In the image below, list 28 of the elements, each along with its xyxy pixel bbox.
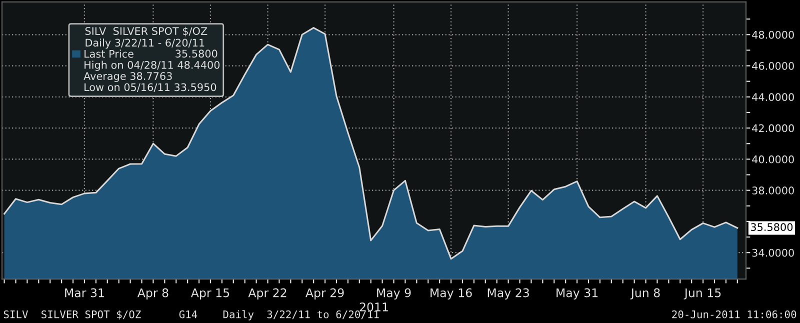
y-tick-label: 42.0000 [752,124,794,132]
text: 20-Jun-2011 11:06:00 [672,310,796,318]
x-tick-label: Mar 31 [65,288,104,298]
text: 35.5800 [750,223,793,232]
annotation: 35.5800 [176,50,218,58]
x-tick-label: Apr 15 [190,288,230,300]
y-tick-label: 40.0000 [752,155,794,164]
annotation: Low on 05/16/11 33.5950 [84,83,216,92]
x-tick-label: Apr 8 [137,288,168,300]
y-tick-label: 34.0000 [752,248,794,257]
x-tick-label: May 9 [377,288,411,300]
legend-label: Last Price [84,50,134,58]
x-tick-label: May 23 [488,288,529,300]
x-tick-label: Jun 15 [684,288,721,300]
x-tick-label: Jun 8 [630,288,660,300]
y-tick-label: 38.0000 [752,186,794,194]
y-tick-label: 46.0000 [752,62,794,70]
x-tick-label: Apr 22 [248,288,286,300]
x-tick-label: Apr 29 [306,288,344,300]
text: SILV SILVER SPOT $/OZ G14 Daily 3/22/11 to 6/20/11 [4,310,379,320]
y-tick-label: 48.0000 [752,30,794,39]
annotation: High on 04/28/11 48.4400 [84,60,220,71]
x-tick-label: May 16 [430,288,472,300]
annotation: Average 38.7763 [84,72,172,82]
y-tick-label: 44.0000 [752,93,794,102]
legend-title: SILV SILVER SPOT $/OZ Daily 3/22/11 - 6/20/11 [85,26,208,49]
x-axis-title: 2011 [360,302,388,312]
x-tick-label: May 31 [556,288,598,300]
